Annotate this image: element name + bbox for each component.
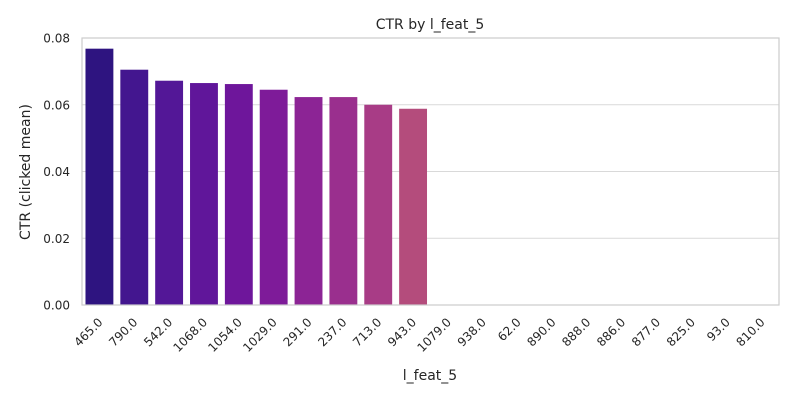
bar-542.0 (155, 80, 184, 305)
y-axis-label: CTR (clicked mean) (18, 104, 34, 240)
bar-713.0 (364, 104, 393, 305)
plot-frame (81, 37, 780, 306)
y-tick-label: 0.04 (43, 165, 70, 179)
x-axis-label: l_feat_5 (403, 368, 457, 384)
bar-1068.0 (190, 83, 218, 306)
y-tick-labels: 0.00 0.02 0.04 0.06 0.08 (43, 32, 70, 313)
y-tick-label: 0.00 (43, 299, 70, 313)
bar-465.0 (85, 48, 114, 306)
bar-943.0 (399, 108, 428, 305)
bar-790.0 (120, 69, 149, 305)
chart-title: CTR by l_feat_5 (376, 17, 485, 33)
y-tick-label: 0.06 (43, 98, 70, 112)
y-tick-label: 0.02 (43, 232, 70, 246)
bar-291.0 (294, 97, 323, 305)
bars (85, 48, 428, 306)
bar-1054.0 (224, 84, 253, 306)
bar-1029.0 (259, 89, 288, 305)
y-tick-label: 0.08 (43, 32, 70, 46)
bar-237.0 (329, 97, 358, 305)
